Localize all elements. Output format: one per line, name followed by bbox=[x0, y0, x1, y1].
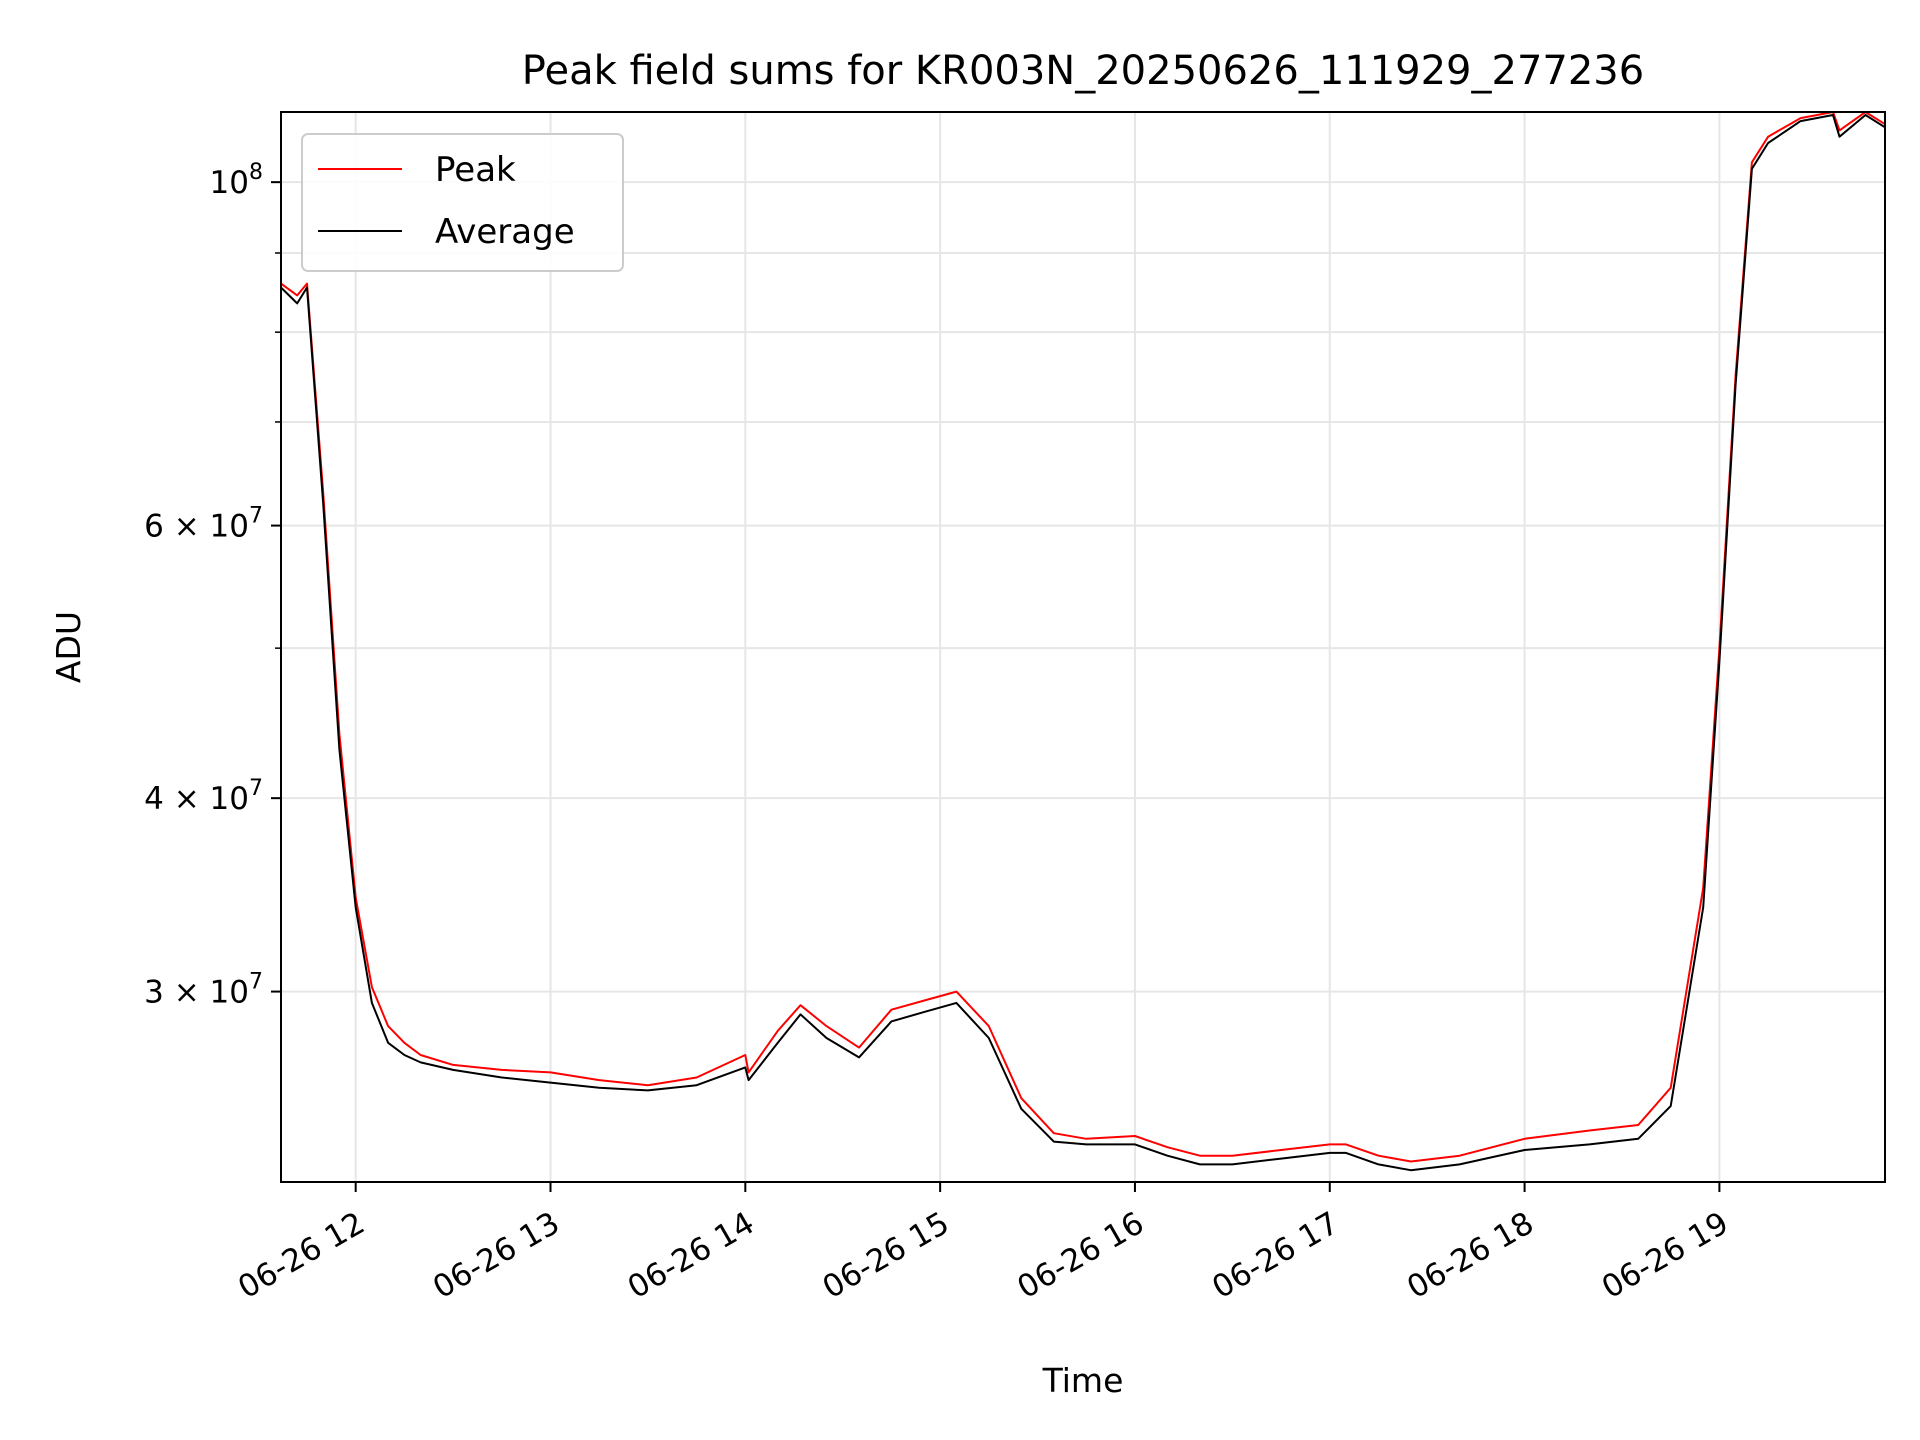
series-line-peak bbox=[280, 111, 1886, 1163]
y-tick-label: 4 × 107 bbox=[144, 776, 263, 817]
y-tick-label: 3 × 107 bbox=[144, 970, 263, 1011]
legend-label-average: Average bbox=[435, 212, 575, 252]
y-tick-label: 6 × 107 bbox=[144, 504, 263, 545]
y-axis-title: ADU bbox=[49, 611, 88, 683]
y-axis: 3 × 107 4 × 107 6 × 107 108 bbox=[144, 160, 281, 1011]
series-layer bbox=[280, 111, 1886, 1172]
x-axis-title: Time bbox=[1042, 1361, 1124, 1400]
legend: Peak Average bbox=[301, 133, 624, 272]
series-line-average bbox=[280, 114, 1886, 1172]
chart-title: Peak field sums for KR003N_20250626_1119… bbox=[522, 48, 1644, 94]
legend-label-peak: Peak bbox=[435, 150, 516, 190]
plot-area-frame bbox=[280, 111, 1886, 1183]
y-tick-label: 108 bbox=[210, 160, 263, 201]
